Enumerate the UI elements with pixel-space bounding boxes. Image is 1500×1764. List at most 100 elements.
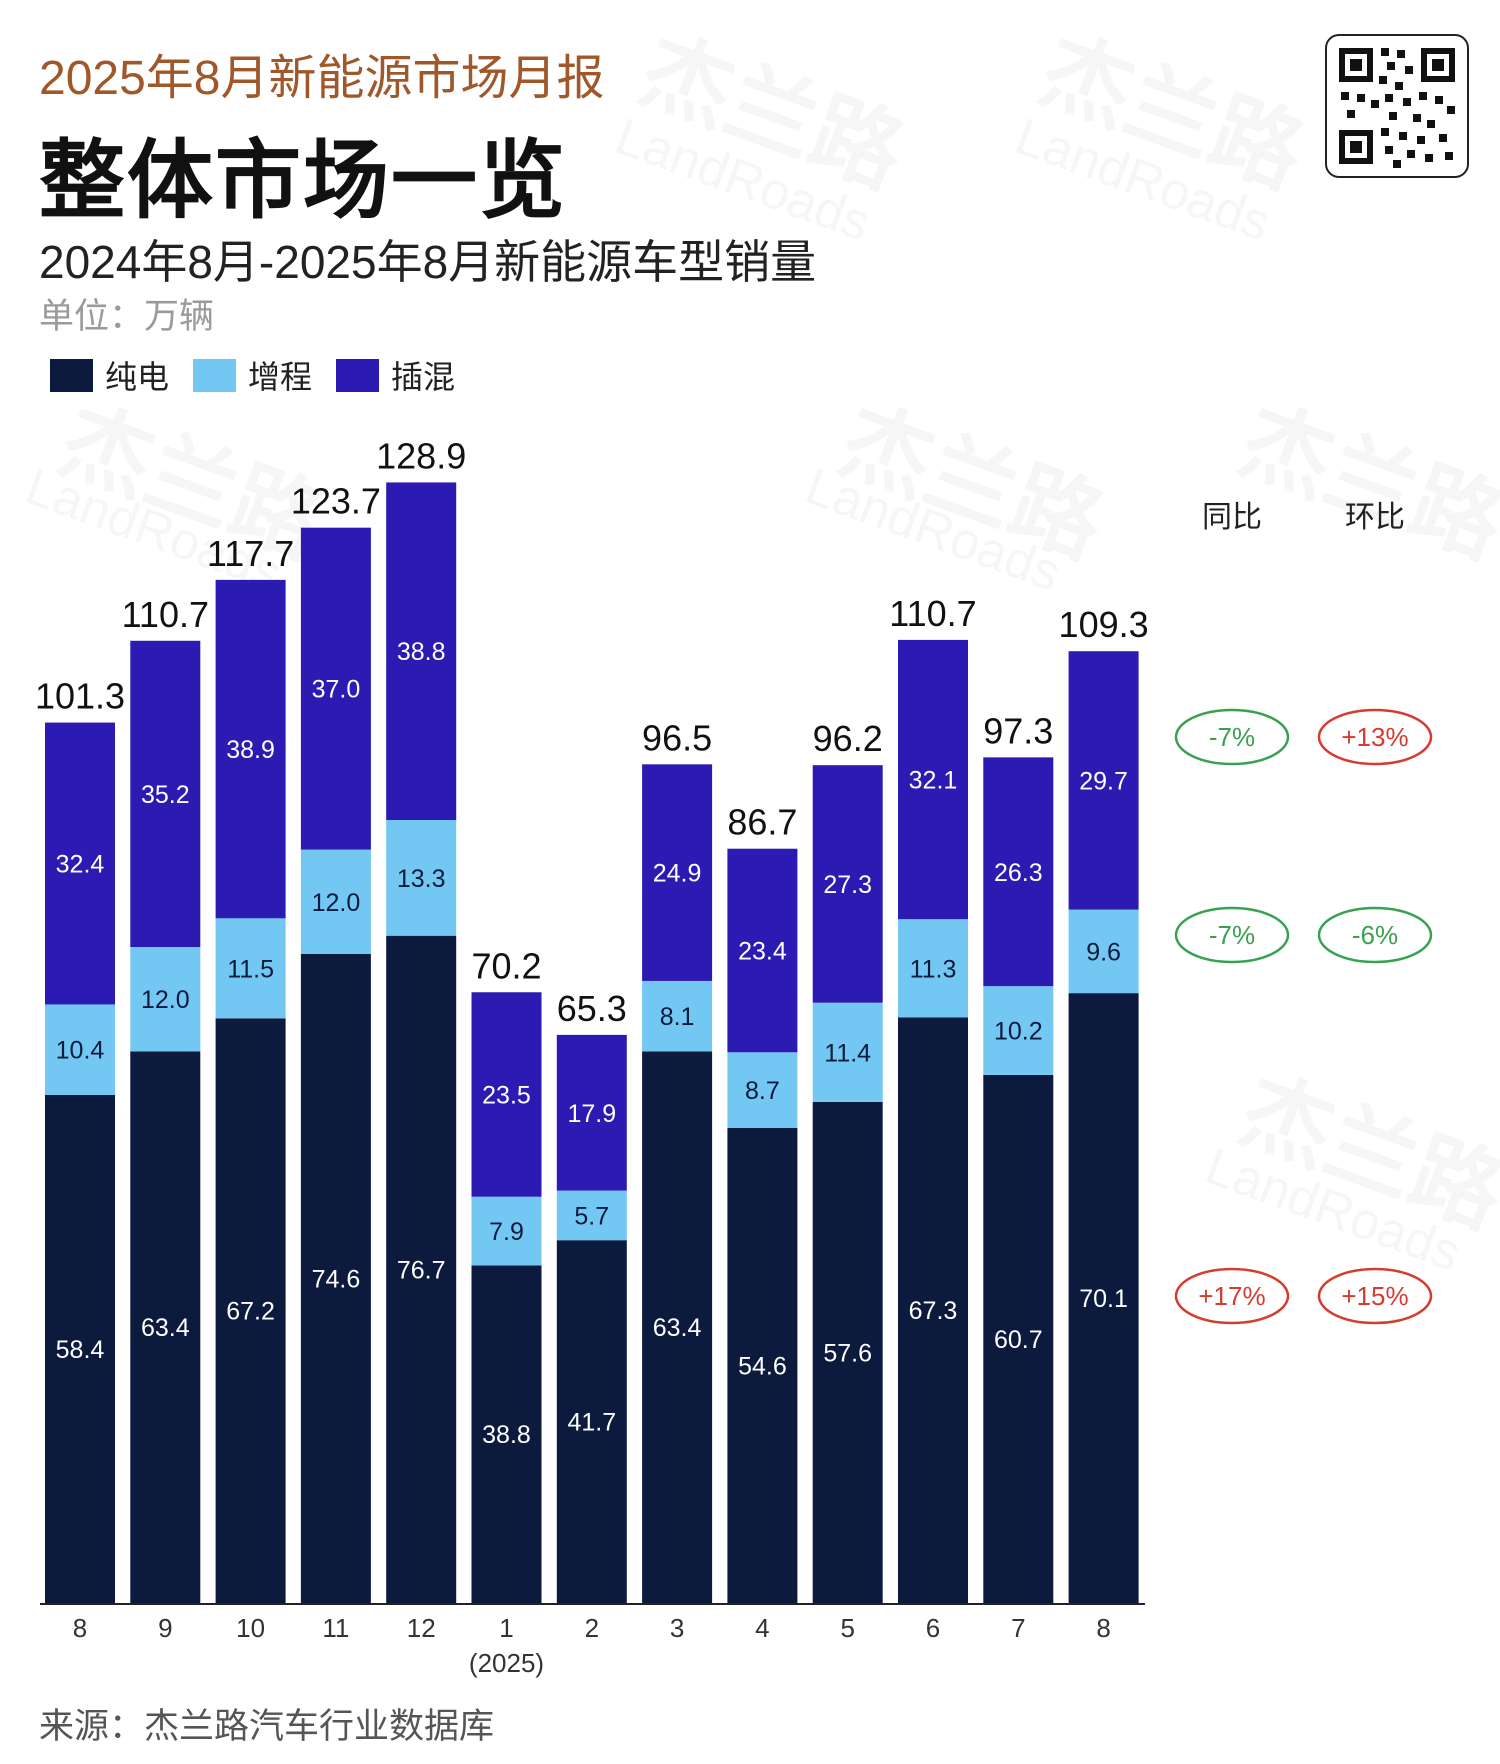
- data-label-bev-4: 76.7: [397, 1256, 446, 1284]
- data-label-erev-9: 11.4: [824, 1039, 871, 1067]
- data-label-erev-6: 5.7: [574, 1202, 609, 1230]
- bar-segment-erev-5: [471, 1196, 542, 1266]
- legend-swatch-erev: [193, 358, 237, 392]
- data-label-erev-11: 10.2: [994, 1018, 1043, 1046]
- x-tick-label-12: 8: [1096, 1613, 1110, 1643]
- legend-label-bev: 纯电: [105, 359, 170, 395]
- data-label-erev-7: 8.1: [660, 1003, 695, 1031]
- bar-segment-bev-1: [130, 1051, 201, 1603]
- bar-segment-bev-11: [983, 1074, 1054, 1603]
- yoy-value-2: +17%: [1198, 1281, 1265, 1311]
- data-label-phev-4: 38.8: [397, 638, 446, 666]
- bar-segment-bev-2: [215, 1018, 286, 1603]
- data-label-erev-8: 8.7: [745, 1077, 780, 1105]
- mom-value-1: -6%: [1352, 920, 1398, 950]
- bar-segment-phev-9: [812, 765, 883, 1003]
- data-label-bev-3: 74.6: [312, 1265, 361, 1293]
- data-label-erev-2: 11.5: [227, 955, 274, 983]
- mom-header: 环比: [1345, 501, 1405, 534]
- data-label-phev-11: 26.3: [994, 859, 1043, 887]
- total-label-11: 97.3: [983, 710, 1053, 751]
- bar-segment-phev-11: [983, 757, 1054, 987]
- data-label-bev-10: 67.3: [909, 1297, 958, 1325]
- data-label-phev-12: 29.7: [1079, 767, 1128, 795]
- bar-segment-phev-6: [556, 1034, 627, 1191]
- total-label-1: 110.7: [122, 594, 209, 635]
- bar-segment-bev-4: [386, 935, 457, 1603]
- mom-value-2: +15%: [1341, 1281, 1408, 1311]
- unit-label: 单位：万辆: [39, 297, 215, 336]
- x-tick-label-7: 3: [670, 1613, 684, 1643]
- x-tick-label-3: 11: [322, 1613, 349, 1643]
- data-label-phev-8: 23.4: [738, 938, 787, 966]
- x-tick-sublabel-5: (2025): [469, 1648, 544, 1678]
- data-label-erev-10: 11.3: [910, 955, 957, 983]
- total-label-8: 86.7: [727, 802, 797, 843]
- bar-segment-phev-7: [642, 764, 713, 981]
- bar-segment-erev-11: [983, 986, 1054, 1075]
- source-note: 来源：杰兰路汽车行业数据库: [39, 1707, 495, 1746]
- page-title: 整体市场一览: [39, 133, 567, 229]
- data-label-bev-9: 57.6: [823, 1339, 872, 1367]
- bar-segment-phev-10: [898, 639, 968, 920]
- mom-value-0: +13%: [1341, 722, 1408, 752]
- data-label-erev-5: 7.9: [489, 1218, 524, 1246]
- bar-segment-phev-12: [1068, 651, 1139, 910]
- bar-segment-bev-0: [45, 1094, 115, 1603]
- chart-title: 2024年8月-2025年8月新能源车型销量: [39, 236, 817, 288]
- legend-item-phev: 插混: [336, 352, 455, 398]
- x-tick-label-9: 5: [840, 1613, 854, 1643]
- bar-segment-bev-8: [727, 1127, 798, 1603]
- yoy-value-0: -7%: [1209, 722, 1255, 752]
- qr-code-icon: [1325, 34, 1469, 178]
- total-label-6: 65.3: [557, 988, 627, 1029]
- x-tick-label-1: 9: [158, 1613, 172, 1643]
- x-tick-label-11: 7: [1011, 1613, 1025, 1643]
- data-label-phev-9: 27.3: [823, 871, 872, 899]
- bar-segment-bev-3: [300, 953, 371, 1603]
- total-label-10: 110.7: [889, 593, 976, 634]
- mom-badge-2: [1317, 1267, 1433, 1325]
- bar-segment-erev-1: [130, 947, 201, 1052]
- data-label-bev-0: 58.4: [56, 1336, 105, 1364]
- bar-segment-phev-1: [130, 640, 201, 948]
- mom-badge-0: [1317, 708, 1433, 766]
- bar-segment-erev-4: [386, 820, 457, 936]
- chart-legend: 纯电 增程 插混: [50, 352, 479, 398]
- bar-segment-erev-2: [215, 918, 286, 1019]
- data-label-bev-6: 41.7: [567, 1409, 616, 1437]
- legend-swatch-phev: [336, 358, 380, 392]
- data-label-bev-1: 63.4: [141, 1314, 190, 1342]
- legend-item-bev: 纯电: [50, 352, 169, 398]
- data-label-phev-10: 32.1: [909, 767, 958, 795]
- data-label-phev-1: 35.2: [141, 781, 190, 809]
- x-tick-label-4: 12: [407, 1613, 436, 1643]
- data-label-erev-1: 12.0: [141, 986, 190, 1014]
- yoy-value-1: -7%: [1209, 920, 1255, 950]
- mom-badge-1: [1317, 906, 1433, 964]
- data-label-erev-12: 9.6: [1086, 938, 1121, 966]
- data-label-bev-11: 60.7: [994, 1326, 1043, 1354]
- bar-segment-phev-0: [45, 722, 115, 1005]
- data-label-phev-3: 37.0: [312, 676, 361, 704]
- x-tick-label-6: 2: [585, 1613, 599, 1643]
- bar-segment-phev-4: [386, 482, 457, 820]
- bar-segment-erev-7: [642, 980, 713, 1052]
- data-label-bev-7: 63.4: [653, 1314, 702, 1342]
- total-label-9: 96.2: [813, 718, 883, 759]
- total-label-2: 117.7: [207, 533, 294, 574]
- bar-segment-phev-8: [727, 848, 798, 1053]
- data-label-bev-5: 38.8: [482, 1421, 531, 1449]
- bar-segment-erev-3: [300, 849, 371, 954]
- bar-segment-erev-0: [45, 1004, 115, 1095]
- total-label-0: 101.3: [35, 676, 125, 717]
- legend-label-phev: 插混: [391, 359, 456, 395]
- data-label-bev-12: 70.1: [1079, 1285, 1128, 1313]
- data-label-bev-2: 67.2: [226, 1298, 275, 1326]
- bar-segment-erev-10: [898, 919, 968, 1018]
- x-tick-label-2: 10: [236, 1613, 265, 1643]
- bar-segment-phev-5: [471, 992, 542, 1197]
- yoy-badge-1: [1174, 906, 1290, 964]
- total-label-5: 70.2: [471, 945, 541, 986]
- data-label-phev-2: 38.9: [226, 736, 275, 764]
